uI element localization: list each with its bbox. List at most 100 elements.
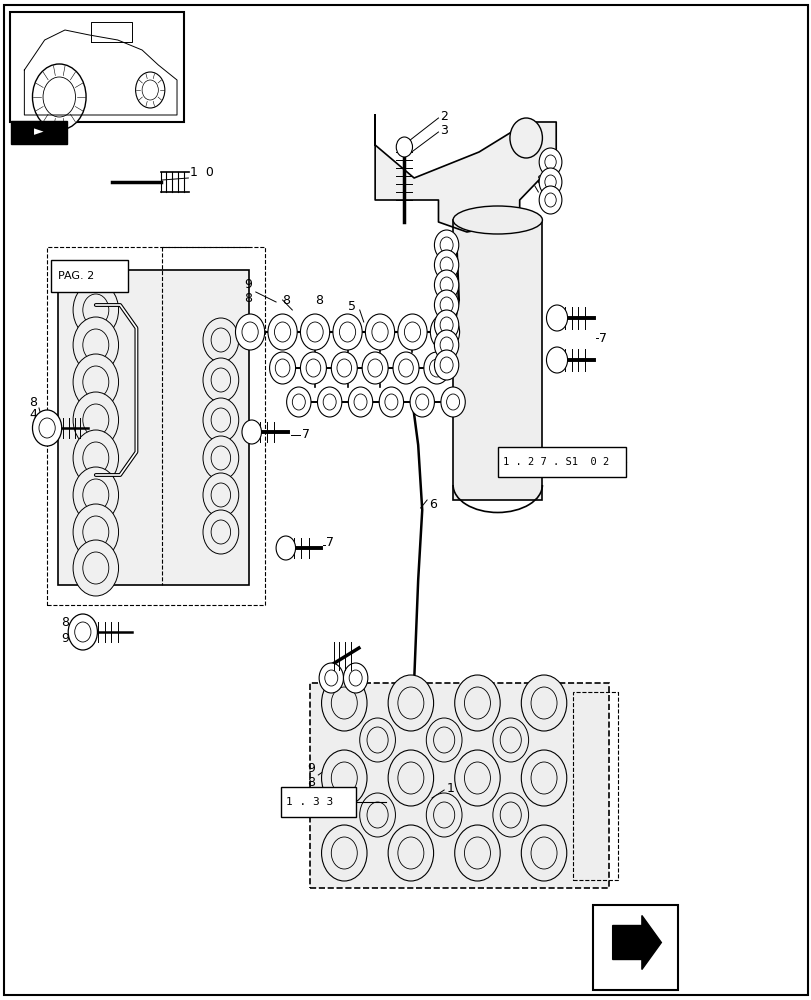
Circle shape [331, 762, 357, 794]
Text: 8: 8 [61, 615, 69, 629]
Ellipse shape [453, 206, 542, 234]
Circle shape [397, 762, 423, 794]
Circle shape [32, 410, 62, 446]
Circle shape [73, 392, 118, 448]
Text: 8: 8 [29, 395, 37, 408]
Bar [497, 447, 625, 477]
Circle shape [433, 727, 454, 753]
Circle shape [434, 250, 458, 280]
Circle shape [539, 168, 561, 196]
Circle shape [73, 354, 118, 410]
Circle shape [331, 352, 357, 384]
Text: 1 . 2 7 . S1  0 2: 1 . 2 7 . S1 0 2 [502, 457, 608, 467]
Circle shape [544, 155, 556, 169]
Circle shape [454, 825, 500, 881]
Circle shape [440, 317, 453, 333]
Circle shape [440, 357, 453, 373]
Circle shape [203, 473, 238, 517]
Circle shape [521, 825, 566, 881]
Circle shape [464, 687, 490, 719]
Circle shape [300, 352, 326, 384]
Bar [453, 220, 542, 500]
Circle shape [306, 359, 320, 377]
Circle shape [423, 352, 449, 384]
Circle shape [354, 394, 367, 410]
Text: 1 . 3 3: 1 . 3 3 [285, 797, 333, 807]
Circle shape [362, 352, 388, 384]
Circle shape [235, 314, 264, 350]
Text: 9: 9 [307, 762, 315, 774]
Circle shape [359, 793, 395, 837]
Circle shape [388, 675, 433, 731]
Circle shape [321, 825, 367, 881]
Circle shape [440, 337, 453, 353]
Circle shape [203, 436, 238, 480]
Circle shape [73, 282, 118, 338]
Circle shape [440, 237, 453, 253]
Circle shape [521, 750, 566, 806]
Text: 7: 7 [302, 428, 310, 442]
Circle shape [434, 330, 458, 360]
Circle shape [203, 398, 238, 442]
Circle shape [430, 314, 459, 350]
Circle shape [539, 148, 561, 176]
Circle shape [242, 322, 258, 342]
Circle shape [415, 394, 428, 410]
Text: 8: 8 [282, 294, 290, 306]
Text: ►: ► [34, 125, 44, 138]
Circle shape [73, 430, 118, 486]
Circle shape [440, 257, 453, 273]
Circle shape [544, 175, 556, 189]
Circle shape [211, 368, 230, 392]
Circle shape [275, 359, 290, 377]
Circle shape [331, 687, 357, 719]
Circle shape [436, 322, 453, 342]
Circle shape [343, 663, 367, 693]
Circle shape [530, 837, 556, 869]
Text: 8: 8 [315, 294, 323, 306]
Text: 8: 8 [243, 292, 251, 304]
Circle shape [286, 387, 311, 417]
Circle shape [307, 322, 323, 342]
Bar [11, 121, 67, 144]
Text: 7: 7 [326, 536, 334, 548]
Polygon shape [375, 115, 556, 232]
Circle shape [83, 366, 109, 398]
Bar [10, 12, 184, 122]
Circle shape [73, 504, 118, 560]
Circle shape [446, 394, 459, 410]
Circle shape [268, 314, 297, 350]
Circle shape [359, 718, 395, 762]
Text: 2: 2 [440, 109, 448, 122]
Circle shape [454, 750, 500, 806]
Circle shape [426, 718, 461, 762]
Circle shape [404, 322, 420, 342]
Circle shape [546, 347, 567, 373]
Circle shape [367, 802, 388, 828]
Text: 7: 7 [599, 332, 607, 344]
Text: 4: 4 [29, 408, 37, 422]
Circle shape [68, 614, 97, 650]
Circle shape [73, 467, 118, 523]
Text: 9: 9 [61, 632, 69, 645]
Circle shape [530, 762, 556, 794]
Circle shape [464, 837, 490, 869]
Circle shape [396, 137, 412, 157]
Circle shape [365, 314, 394, 350]
Polygon shape [611, 916, 660, 970]
Circle shape [388, 750, 433, 806]
Circle shape [323, 394, 336, 410]
Circle shape [546, 305, 567, 331]
Circle shape [367, 727, 388, 753]
Circle shape [337, 359, 351, 377]
Text: 9: 9 [243, 278, 251, 292]
Circle shape [434, 350, 458, 380]
Bar [592, 905, 677, 990]
Circle shape [242, 420, 261, 444]
Circle shape [276, 536, 295, 560]
Circle shape [398, 359, 413, 377]
Circle shape [331, 837, 357, 869]
Circle shape [43, 77, 75, 117]
Circle shape [321, 750, 367, 806]
Circle shape [211, 446, 230, 470]
